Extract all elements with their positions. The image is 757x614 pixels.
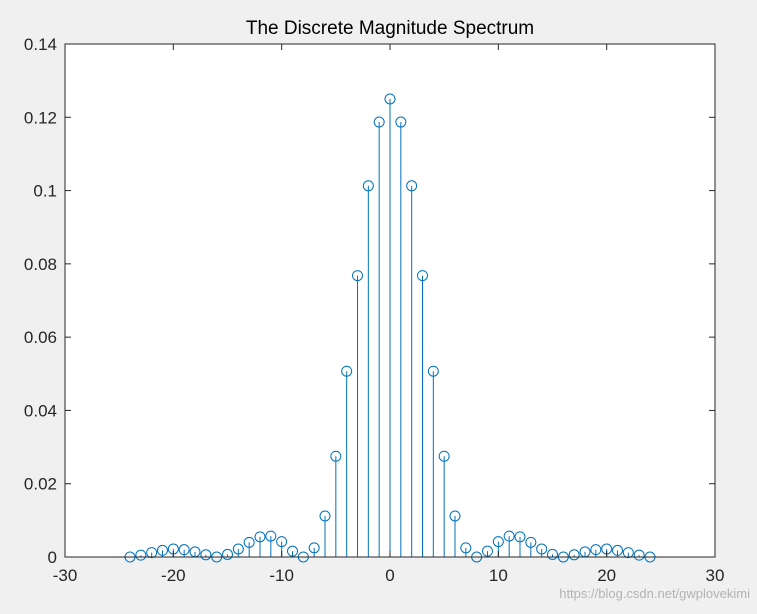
stem-marker: [243, 536, 255, 548]
stem-marker: [427, 365, 439, 377]
stem-marker: [514, 531, 526, 543]
stem-marker: [287, 545, 298, 557]
chart-title: The Discrete Magnitude Spectrum: [246, 18, 534, 39]
stem-marker: [503, 530, 515, 542]
stem-marker: [547, 548, 558, 560]
stem-marker: [536, 543, 548, 555]
stem-marker: [330, 450, 342, 462]
stem-marker: [568, 549, 580, 561]
stem-marker: [438, 450, 450, 462]
y-tick-label: 0.02: [24, 475, 57, 494]
stem-marker: [406, 180, 418, 192]
stem-marker: [222, 548, 233, 560]
y-tick-label: 0.04: [24, 401, 57, 420]
y-tick-label: 0: [48, 548, 57, 567]
x-tick-label: -20: [161, 566, 186, 585]
x-tick-label: -10: [269, 566, 294, 585]
stem-marker: [276, 536, 288, 548]
y-tick-label: 0.12: [24, 108, 57, 127]
stem-marker: [482, 545, 493, 557]
stem-marker: [590, 544, 602, 556]
watermark: https://blog.csdn.net/gwplovekimi: [559, 586, 750, 601]
stem-marker: [492, 536, 504, 548]
stem-marker: [146, 547, 158, 559]
stem-marker: [612, 544, 623, 556]
stem-marker: [178, 544, 190, 556]
y-tick-label: 0.14: [24, 35, 57, 54]
stem-marker: [352, 270, 363, 282]
stem-marker: [135, 549, 147, 561]
stem-marker: [633, 549, 645, 561]
stems-group: [124, 93, 656, 563]
y-tick-label: 0.06: [24, 328, 57, 347]
stem-marker: [265, 530, 277, 542]
x-tick-label: -30: [53, 566, 78, 585]
ticks-group: -30 -20 -10 0 10 20 30 0 0.02 0.04 0.06 0.08 0.1 0.12…: [24, 35, 725, 585]
stem-marker: [622, 547, 634, 559]
stem-marker: [157, 544, 168, 556]
stem-marker: [232, 543, 244, 555]
stem-marker: [341, 365, 353, 377]
x-tick-label: 20: [597, 566, 616, 585]
stem-marker: [449, 510, 461, 522]
x-tick-label: 10: [489, 566, 508, 585]
stem-marker: [254, 531, 266, 543]
stem-marker: [200, 549, 212, 561]
stem-marker: [460, 542, 472, 554]
x-tick-label: 0: [385, 566, 394, 585]
stem-marker: [395, 116, 407, 128]
stem-marker: [417, 270, 428, 282]
stem-marker: [373, 116, 385, 128]
stem-marker: [308, 542, 320, 554]
y-tick-label: 0.1: [33, 182, 57, 201]
y-tick-label: 0.08: [24, 255, 57, 274]
stem-marker: [362, 180, 374, 192]
x-tick-label: 30: [706, 566, 725, 585]
stem-marker: [525, 536, 537, 548]
stem-marker: [384, 93, 396, 105]
stem-marker: [319, 510, 331, 522]
